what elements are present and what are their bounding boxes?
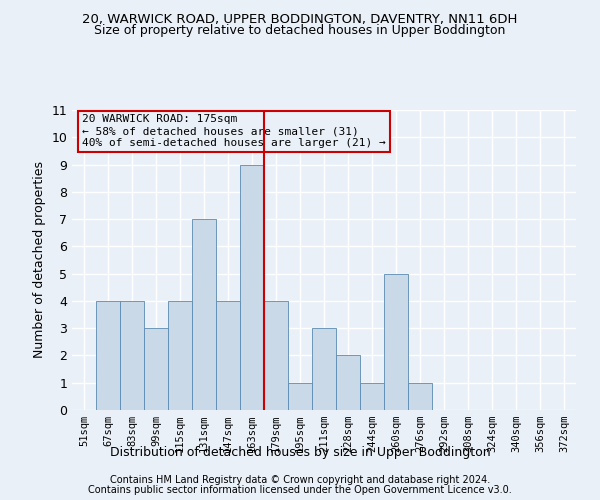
Bar (168, 301, 192, 410)
Bar (336, 356, 360, 410)
Bar (288, 382, 312, 410)
Bar (264, 301, 288, 410)
Bar (384, 274, 408, 410)
Text: 20, WARWICK ROAD, UPPER BODDINGTON, DAVENTRY, NN11 6DH: 20, WARWICK ROAD, UPPER BODDINGTON, DAVE… (82, 12, 518, 26)
Bar (144, 328, 168, 410)
Text: Size of property relative to detached houses in Upper Boddington: Size of property relative to detached ho… (94, 24, 506, 37)
Text: Distribution of detached houses by size in Upper Boddington: Distribution of detached houses by size … (110, 446, 490, 459)
Bar (96, 301, 120, 410)
Bar (192, 219, 216, 410)
Bar (240, 164, 264, 410)
Bar (408, 382, 432, 410)
Text: Contains HM Land Registry data © Crown copyright and database right 2024.: Contains HM Land Registry data © Crown c… (110, 475, 490, 485)
Bar (312, 328, 336, 410)
Text: Contains public sector information licensed under the Open Government Licence v3: Contains public sector information licen… (88, 485, 512, 495)
Y-axis label: Number of detached properties: Number of detached properties (33, 162, 46, 358)
Text: 20 WARWICK ROAD: 175sqm
← 58% of detached houses are smaller (31)
40% of semi-de: 20 WARWICK ROAD: 175sqm ← 58% of detache… (82, 114, 386, 148)
Bar (120, 301, 144, 410)
Bar (216, 301, 240, 410)
Bar (360, 382, 384, 410)
